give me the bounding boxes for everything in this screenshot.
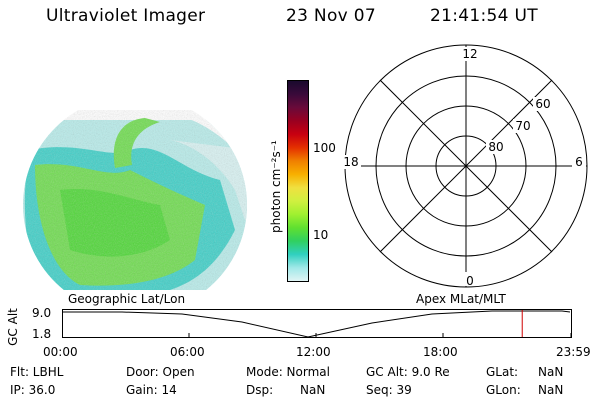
xtick-1800: 18:00 (423, 345, 458, 359)
polar-label-18: 18 (343, 155, 358, 169)
seq-value: Seq: 39 (366, 383, 412, 397)
glat-value: NaN (538, 365, 564, 379)
filter-value: Flt: LBHL (10, 365, 64, 379)
gc-alt-curve (62, 310, 571, 338)
colorbar (287, 80, 309, 282)
timeline-right-title: Apex MLat/MLT (416, 292, 506, 306)
colorbar-tick-10: 10 (313, 228, 329, 242)
ring-label-60: 60 (535, 97, 550, 111)
glat-label: GLat: (486, 365, 519, 379)
gc-alt-value: GC Alt: 9.0 Re (366, 365, 450, 379)
date-label: 23 Nov 07 (286, 6, 376, 26)
xtick-0600: 06:00 (170, 345, 205, 359)
timeline-left-title: Geographic Lat/Lon (68, 292, 186, 306)
dsp-value: NaN (300, 383, 326, 397)
instrument-title: Ultraviolet Imager (46, 6, 206, 26)
dsp-label: Dsp: (246, 383, 274, 397)
xtick-0000: 00:00 (43, 345, 78, 359)
timeline-ylabel: GC Alt (6, 308, 20, 346)
ip-value: IP: 36.0 (10, 383, 56, 397)
polar-label-6: 6 (575, 155, 583, 169)
gain-value: Gain: 14 (126, 383, 177, 397)
timeline-ytick-top: 9.0 (32, 306, 52, 320)
xtick-1200: 12:00 (296, 345, 331, 359)
door-value: Door: Open (126, 365, 195, 379)
colorbar-label: photon cm⁻²s⁻¹ (269, 140, 283, 233)
ring-label-80: 80 (488, 140, 503, 154)
xtick-2359: 23:59 (556, 345, 591, 359)
auroral-image (23, 110, 247, 290)
time-label: 21:41:54 UT (430, 6, 538, 26)
timeline-plot (62, 309, 572, 338)
glon-label: GLon: (486, 383, 521, 397)
mode-value: Mode: Normal (246, 365, 330, 379)
polar-label-12: 12 (462, 47, 477, 61)
timeline-ytick-bottom: 1.8 (32, 327, 52, 341)
polar-label-0: 0 (466, 274, 474, 288)
colorbar-tick-100: 100 (313, 141, 336, 155)
polar-grid: 12 0 18 6 60 70 80 (341, 44, 588, 288)
ring-label-70: 70 (515, 119, 530, 133)
glon-value: NaN (538, 383, 564, 397)
